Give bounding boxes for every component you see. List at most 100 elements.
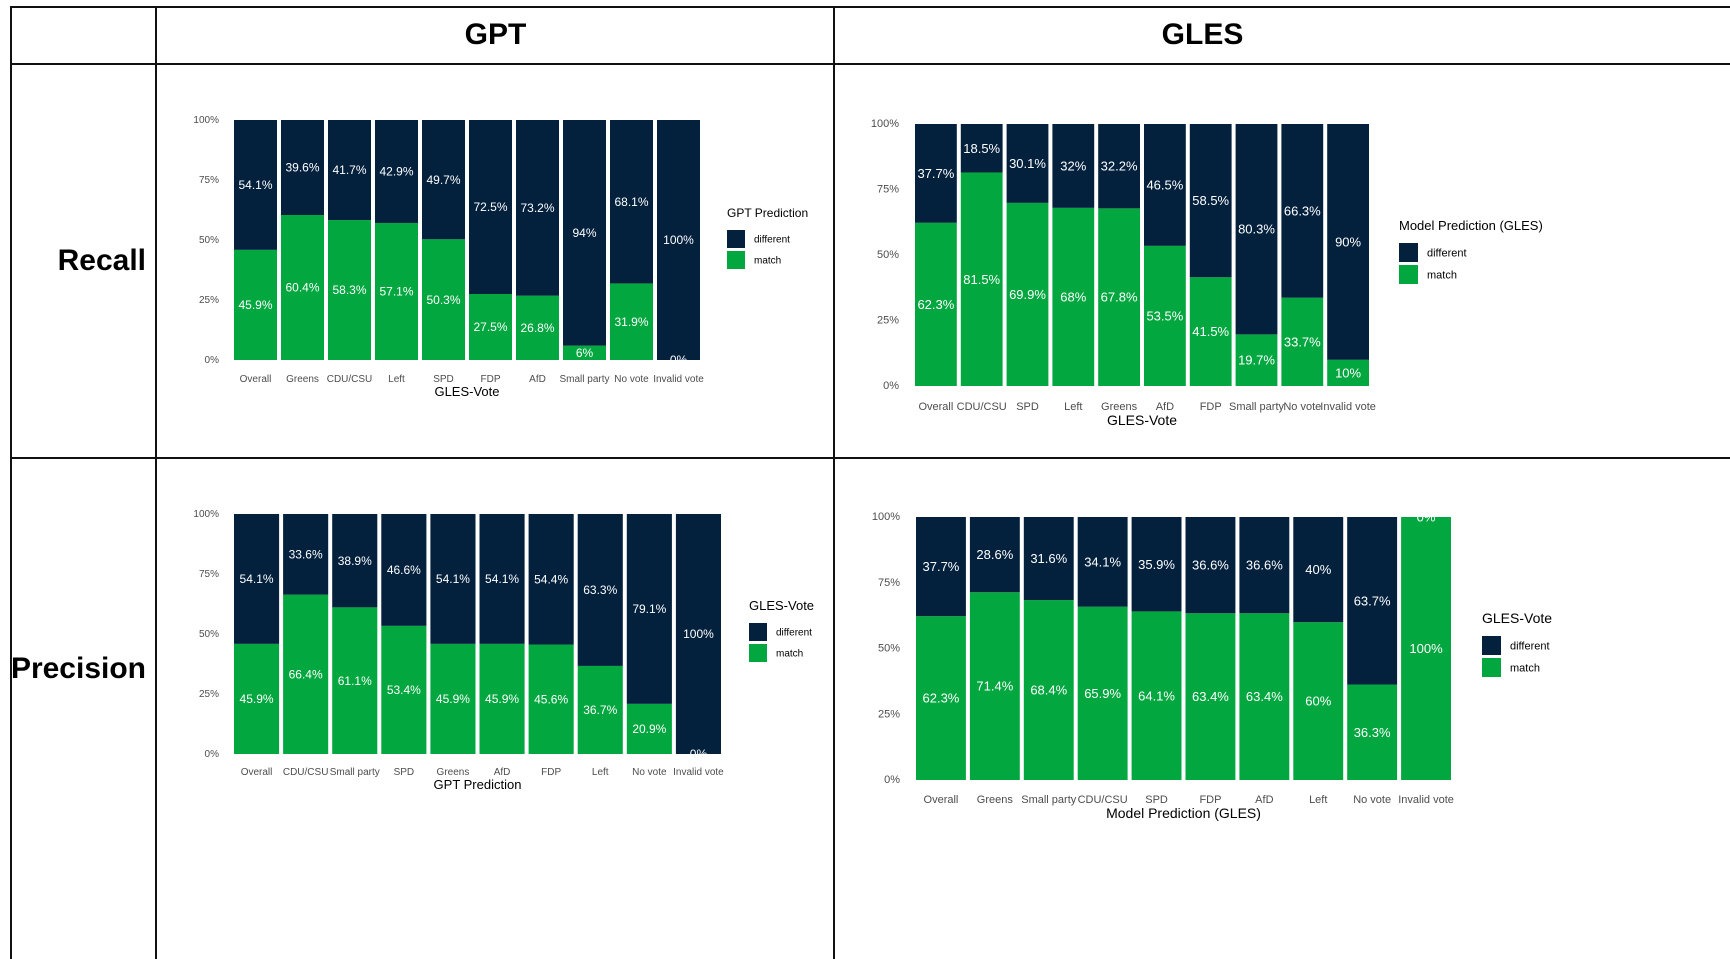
- data-label-different: 90%: [1335, 234, 1361, 249]
- category-label: FDP: [481, 374, 501, 385]
- bar-different: [969, 517, 1020, 593]
- data-label-different: 46.5%: [1146, 177, 1183, 192]
- x-axis-title: Model Prediction (GLES): [1106, 805, 1261, 821]
- y-tick-label: 75%: [199, 175, 219, 186]
- data-label-different: 100%: [683, 627, 714, 641]
- legend-title: GLES-Vote: [1482, 610, 1552, 626]
- bar-different: [328, 120, 371, 221]
- legend-title: GPT Prediction: [727, 206, 808, 220]
- bar-match: [916, 616, 966, 780]
- category-label: No vote: [1283, 401, 1321, 413]
- data-label-match: 45.6%: [534, 692, 568, 706]
- bar-different: [1131, 517, 1182, 612]
- y-tick-label: 0%: [205, 749, 220, 760]
- bar-match: [1131, 611, 1182, 780]
- data-label-match: 36.7%: [583, 703, 617, 717]
- bar-match: [328, 220, 371, 360]
- data-label-different: 73.2%: [520, 201, 554, 215]
- category-label: FDP: [1200, 401, 1222, 413]
- y-tick-label: 75%: [199, 569, 219, 580]
- bar-match: [1023, 600, 1074, 780]
- bar-match: [332, 607, 378, 754]
- data-label-different: 72.5%: [473, 200, 507, 214]
- legend-swatch-match: [749, 644, 767, 662]
- category-label: Overall: [918, 401, 953, 413]
- legend-swatch-different: [749, 623, 767, 641]
- category-label: Left: [592, 767, 609, 778]
- category-label: SPD: [1145, 794, 1168, 806]
- legend-item-different: different: [754, 235, 790, 246]
- data-label-match: 81.5%: [963, 272, 1000, 287]
- data-label-different: 100%: [663, 233, 694, 247]
- bar-different: [960, 124, 1003, 173]
- bar-match: [234, 249, 277, 360]
- category-label: Small party: [1229, 401, 1285, 413]
- y-tick-label: 50%: [199, 629, 219, 640]
- category-label: AfD: [494, 767, 511, 778]
- bar-different: [1235, 124, 1278, 335]
- row-header-precision: Precision: [10, 652, 146, 685]
- bar-different: [577, 514, 623, 666]
- category-label: FDP: [1199, 794, 1221, 806]
- bar-different: [516, 120, 559, 296]
- bar-match: [516, 295, 559, 360]
- category-label: CDU/CSU: [1078, 794, 1128, 806]
- bar-different: [528, 514, 574, 645]
- data-label-different: 54.1%: [485, 572, 519, 586]
- y-tick-label: 100%: [872, 511, 900, 523]
- bar-different: [675, 514, 721, 754]
- data-label-match: 45.9%: [238, 298, 272, 312]
- data-label-different: 34.1%: [1084, 554, 1121, 569]
- bar-match: [430, 643, 476, 754]
- data-label-different: 32%: [1060, 158, 1086, 173]
- bar-match: [469, 294, 512, 360]
- y-tick-label: 75%: [877, 184, 899, 196]
- bar-different: [479, 514, 525, 644]
- data-label-different: 94%: [572, 226, 596, 240]
- bar-match: [234, 643, 280, 754]
- bar-different: [1144, 124, 1186, 246]
- data-label-match: 0%: [670, 353, 688, 367]
- data-label-match: 60%: [1305, 694, 1331, 709]
- bar-match: [626, 703, 672, 754]
- data-label-different: 39.6%: [285, 161, 319, 175]
- bar-match: [915, 222, 957, 386]
- category-label: No vote: [1353, 794, 1391, 806]
- y-tick-label: 100%: [871, 118, 899, 130]
- data-label-different: 63.7%: [1354, 593, 1391, 608]
- legend-item-match: match: [776, 649, 803, 660]
- bar-match: [381, 625, 427, 754]
- data-label-different: 36.6%: [1192, 558, 1229, 573]
- bar-different: [1239, 517, 1290, 614]
- grid-line: [10, 6, 12, 959]
- bar-different: [375, 120, 418, 223]
- y-tick-label: 0%: [883, 380, 899, 392]
- data-label-match: 100%: [1409, 641, 1443, 656]
- column-header-gles: GLES: [1161, 18, 1244, 51]
- bar-different: [1006, 124, 1049, 203]
- data-label-match: 27.5%: [473, 320, 507, 334]
- bar-match: [1239, 613, 1290, 780]
- legend-swatch-match: [1482, 658, 1501, 677]
- legend-item-match: match: [754, 256, 781, 267]
- y-tick-label: 25%: [199, 295, 219, 306]
- bar-different: [332, 514, 378, 608]
- data-label-different: 31.6%: [1030, 551, 1067, 566]
- column-header-gpt: GPT: [464, 18, 527, 51]
- legend-item-match: match: [1427, 269, 1457, 281]
- x-axis-title: GPT Prediction: [434, 777, 522, 792]
- data-label-different: 35.9%: [1138, 557, 1175, 572]
- bar-different: [1327, 124, 1369, 360]
- bar-match: [1185, 613, 1236, 780]
- data-label-match: 45.9%: [436, 692, 470, 706]
- bar-match: [1347, 684, 1398, 780]
- data-label-match: 53.4%: [387, 683, 421, 697]
- data-label-different: 80.3%: [1238, 222, 1275, 237]
- bar-match: [610, 283, 653, 360]
- category-label: Greens: [1101, 401, 1138, 413]
- data-label-match: 36.3%: [1354, 725, 1391, 740]
- bar-match: [422, 239, 465, 360]
- legend-title: Model Prediction (GLES): [1399, 218, 1543, 233]
